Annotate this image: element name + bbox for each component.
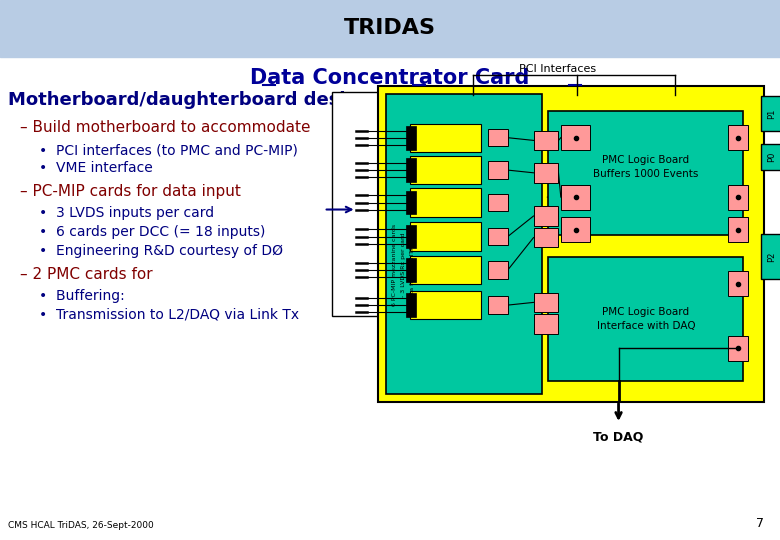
Bar — [332, 92, 385, 316]
Bar — [410, 222, 481, 251]
Text: •  PCI interfaces (to PMC and PC-MIP): • PCI interfaces (to PMC and PC-MIP) — [39, 143, 298, 157]
Bar — [406, 158, 416, 182]
Bar — [561, 185, 590, 210]
Bar — [761, 96, 780, 131]
Bar — [761, 144, 780, 170]
Text: – Build motherboard to accommodate: – Build motherboard to accommodate — [20, 120, 310, 136]
Bar — [534, 228, 558, 247]
Bar — [561, 125, 590, 150]
Bar — [728, 271, 748, 296]
Text: P0: P0 — [767, 151, 776, 162]
Bar — [488, 296, 508, 314]
Bar — [728, 125, 748, 150]
Text: - 3 LVDS Rx per card: - 3 LVDS Rx per card — [401, 232, 406, 297]
Bar — [410, 256, 481, 284]
Text: Data Concentrator Card: Data Concentrator Card — [250, 68, 530, 89]
Bar — [728, 217, 748, 242]
Text: – PC-MIP cards for data input: – PC-MIP cards for data input — [20, 184, 240, 199]
Text: 7: 7 — [757, 517, 764, 530]
Bar — [561, 217, 590, 242]
Text: P2: P2 — [767, 251, 776, 262]
Text: TRIDAS: TRIDAS — [344, 18, 436, 38]
Bar — [761, 234, 780, 279]
Bar — [406, 191, 416, 214]
Text: 6 PC-MIP mezzanine cards: 6 PC-MIP mezzanine cards — [392, 224, 397, 306]
Bar — [488, 194, 508, 211]
Bar — [488, 129, 508, 146]
Bar — [548, 256, 743, 381]
Bar — [406, 258, 416, 282]
Bar — [488, 228, 508, 245]
Text: PMC Logic Board
Interface with DAQ: PMC Logic Board Interface with DAQ — [597, 307, 695, 330]
Text: P1: P1 — [767, 108, 776, 119]
Text: •  3 LVDS inputs per card: • 3 LVDS inputs per card — [39, 206, 215, 220]
Bar — [534, 293, 558, 312]
Bar — [410, 188, 481, 217]
Bar — [728, 185, 748, 210]
Bar — [534, 163, 558, 183]
Text: •  Engineering R&D courtesy of DØ: • Engineering R&D courtesy of DØ — [39, 244, 283, 258]
Bar — [728, 336, 748, 361]
Text: •  6 cards per DCC (= 18 inputs): • 6 cards per DCC (= 18 inputs) — [39, 225, 265, 239]
Bar — [410, 156, 481, 184]
Text: – 2 PMC cards for: – 2 PMC cards for — [20, 267, 152, 282]
Bar — [406, 126, 416, 150]
Bar — [548, 111, 743, 235]
Text: •  Transmission to L2/DAQ via Link Tx: • Transmission to L2/DAQ via Link Tx — [39, 307, 299, 321]
Text: PMC Logic Board
Buffers 1000 Events: PMC Logic Board Buffers 1000 Events — [593, 156, 699, 179]
Bar — [386, 94, 542, 394]
Bar — [406, 293, 416, 317]
Text: •  Buffering:: • Buffering: — [39, 289, 125, 303]
Bar — [406, 225, 416, 248]
Bar — [378, 86, 764, 402]
Text: To DAQ: To DAQ — [594, 431, 644, 444]
Text: CMS HCAL TriDAS, 26-Sept-2000: CMS HCAL TriDAS, 26-Sept-2000 — [8, 521, 154, 530]
Bar — [410, 124, 481, 152]
Text: Data from 18 HTR cards: Data from 18 HTR cards — [410, 227, 415, 302]
Text: Motherboard/daughterboard design:: Motherboard/daughterboard design: — [8, 91, 378, 109]
Bar — [410, 291, 481, 319]
Bar — [534, 314, 558, 334]
Bar — [534, 131, 558, 150]
Bar — [534, 206, 558, 226]
Bar — [0, 0, 780, 57]
Text: PCI Interfaces: PCI Interfaces — [519, 64, 596, 73]
Bar — [488, 161, 508, 179]
Text: •  VME interface: • VME interface — [39, 161, 153, 176]
Bar — [488, 261, 508, 279]
